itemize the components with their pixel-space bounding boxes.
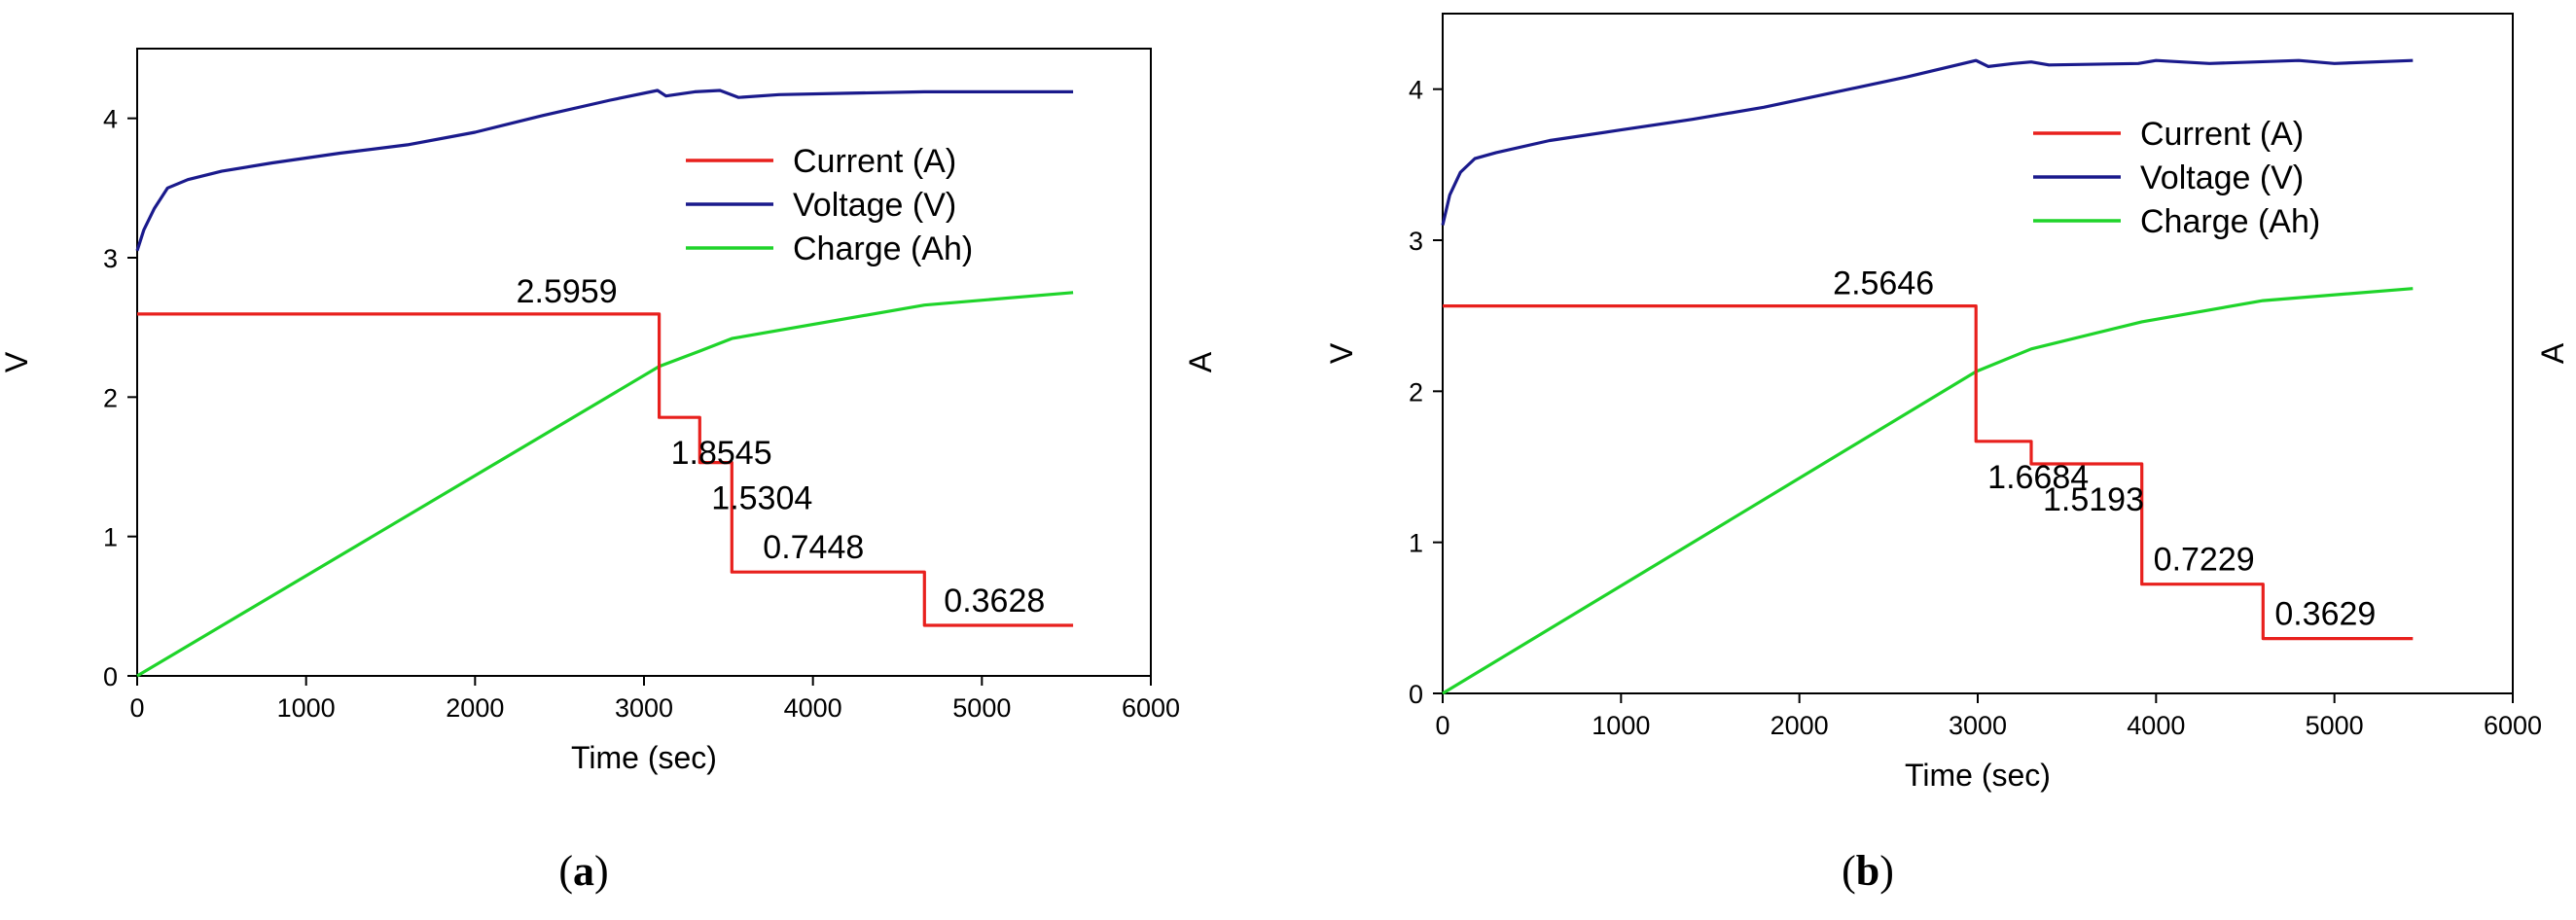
x-tick-label: 6000 [1122,693,1180,723]
series-line-charge [1442,287,2414,695]
x-tick-label: 4000 [2127,711,2185,740]
y-tick-label: 4 [1409,76,1423,105]
legend-label: Current (A) [2140,116,2304,153]
x-tick-label: 1000 [1592,711,1650,740]
current-step-label: 2.5646 [1833,265,1934,302]
legend-label: Current (A) [793,143,956,180]
panel-label: (a) [558,847,608,895]
x-tick-label: 1000 [277,693,336,723]
y-tick-label: 4 [103,105,118,134]
x-tick-label: 3000 [1949,711,2007,740]
x-tick-label: 3000 [615,693,673,723]
current-step-label: 1.5304 [711,480,812,517]
y-tick-label: 0 [1409,680,1423,709]
current-step-label: 0.3628 [944,583,1045,619]
x-tick-label: 5000 [2306,711,2364,740]
x-tick-label: 0 [129,693,144,723]
current-step-label: 0.7229 [2154,542,2255,579]
y-axis-label-left: V [0,351,34,372]
panel-label-paren: ) [1879,847,1894,895]
current-step-label: 1.5193 [2043,481,2144,518]
y-tick-label: 3 [1409,227,1423,256]
y-axis-label-right: A [2535,342,2570,364]
y-tick-label: 1 [1409,529,1423,558]
panel-label-letter: a [573,847,594,895]
current-step-label: 1.6684 [1987,459,2089,496]
legend-label: Charge (Ah) [2140,203,2320,240]
series-line-voltage [135,88,1074,252]
panel-label: (b) [1842,847,1894,895]
panel-label-paren: ) [594,847,609,895]
panel-label-paren: ( [1842,847,1856,895]
y-tick-label: 0 [103,662,118,691]
series-line-charge [136,291,1074,678]
panel-label-letter: b [1856,847,1879,895]
x-tick-label: 5000 [952,693,1011,723]
x-tick-label: 0 [1435,711,1449,740]
panel-label-paren: ( [558,847,573,895]
y-tick-label: 3 [103,244,118,273]
legend-label: Charge (Ah) [793,230,973,267]
series-line-voltage [1441,58,2414,226]
y-axis-label-right: A [1183,351,1218,372]
x-tick-label: 2000 [446,693,504,723]
y-tick-label: 2 [1409,377,1423,407]
y-tick-label: 2 [103,383,118,412]
current-step-label: 0.3629 [2274,596,2376,633]
current-step-label: 1.8545 [671,435,772,472]
current-step-label: 0.7448 [763,529,864,566]
series-line-current [1443,304,2414,641]
y-tick-label: 1 [103,523,118,552]
x-tick-label: 6000 [2484,711,2542,740]
series-line-current [137,312,1074,627]
legend-label: Voltage (V) [2140,159,2304,196]
y-axis-label-left: V [1324,342,1359,364]
current-step-label: 2.5959 [517,273,618,310]
chart-panel-b: 0 1000 2000 3000 4000 5000 6000 0 1 2 3 4 Time (sec)… [1324,13,2570,895]
chart-panel-a: 0 1000 2000 3000 4000 5000 6000 0 1 2 3 4 Time (sec)… [0,48,1218,895]
x-axis-label: Time (sec) [571,740,717,775]
plot-frame [1442,13,2514,694]
x-tick-label: 4000 [784,693,842,723]
x-tick-label: 2000 [1771,711,1829,740]
x-axis-label: Time (sec) [1905,758,2051,793]
legend-label: Voltage (V) [793,187,956,224]
